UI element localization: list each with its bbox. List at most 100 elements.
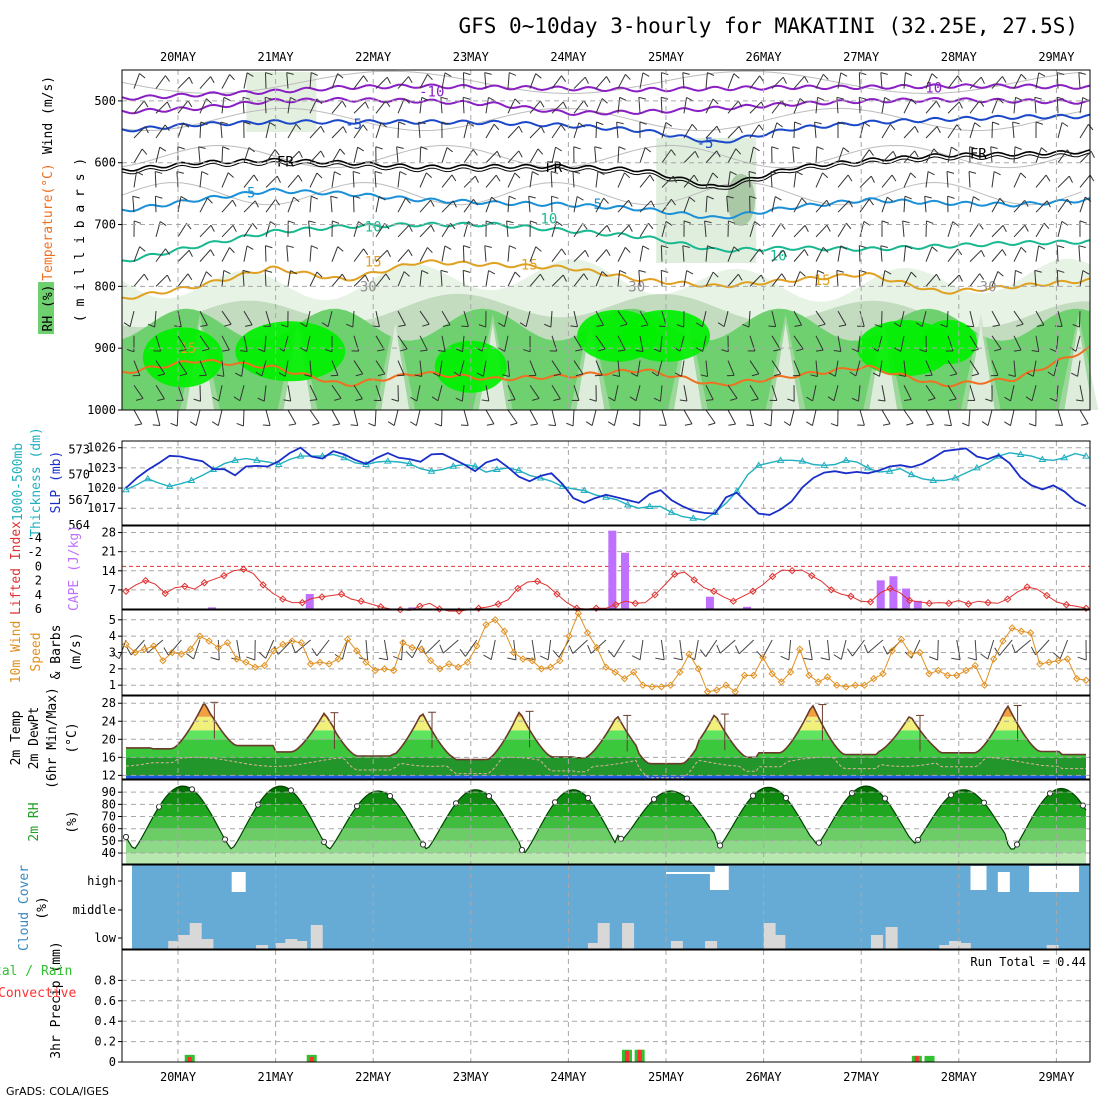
- wind-barb: [463, 122, 469, 139]
- cape-axis-label: CAPE (J/kg): [67, 525, 82, 611]
- wind-barb-flag: [342, 126, 347, 134]
- wind-barb-flag: [514, 172, 521, 179]
- surface-wind-barb-flag: [631, 655, 641, 661]
- wind-barb-flag: [751, 373, 759, 377]
- wind-barb-flag: [1001, 249, 1007, 256]
- wind-barb: [639, 223, 649, 238]
- wind-barb-flag: [629, 396, 637, 402]
- wind-barb-flag: [815, 349, 824, 352]
- wind-barb-flag: [463, 72, 471, 76]
- wind-barb-flag: [653, 397, 661, 402]
- wind-barb: [177, 122, 184, 139]
- wind-barb: [811, 409, 817, 426]
- wind-speed-marker: [833, 681, 841, 689]
- wind-barb-flag: [472, 149, 478, 156]
- wind-barb-flag: [726, 195, 734, 199]
- wind-barb: [287, 409, 297, 425]
- wind-barb: [507, 196, 510, 213]
- wind-barb: [397, 171, 401, 188]
- wind-barb-flag: [940, 323, 948, 328]
- wind-barb-flag: [1057, 72, 1065, 76]
- rh-marker: [485, 793, 493, 800]
- wind-barb: [462, 245, 465, 262]
- wind-barb-flag: [308, 220, 316, 224]
- wind-barb-flag: [1035, 121, 1044, 125]
- wind-barb: [1035, 335, 1040, 352]
- isotherm-label: 15: [179, 341, 196, 357]
- surface-wind-barb-flag: [459, 648, 466, 657]
- wind-barb-flag: [193, 398, 201, 402]
- wind-barb: [550, 171, 553, 188]
- wind-barb: [485, 123, 495, 139]
- wind-barb: [858, 72, 861, 89]
- wind-barb: [243, 223, 254, 238]
- wind-barb: [903, 360, 907, 377]
- wind-barb-flag: [1088, 124, 1094, 131]
- wind-barb-flag: [612, 374, 620, 377]
- surface-wind-barb: [987, 639, 995, 660]
- wind-speed-marker: [676, 668, 684, 676]
- wind-barb: [702, 335, 707, 352]
- cape-bar: [902, 588, 911, 609]
- wind-barb-flag: [910, 172, 917, 179]
- wind-barb: [462, 270, 465, 287]
- wind-barb: [133, 100, 145, 114]
- wind-barb: [419, 335, 428, 351]
- wind-barb-flag: [437, 350, 446, 353]
- rh-marker: [287, 787, 295, 794]
- wind-speed-marker: [980, 681, 989, 689]
- wind-barb-flag: [624, 172, 631, 179]
- wind10-axis-label: 10m Wind: [9, 621, 24, 684]
- wind-barb-flag: [408, 249, 413, 257]
- wind-barb: [815, 224, 828, 238]
- wind-barb: [793, 76, 805, 89]
- cape-bar: [621, 552, 630, 609]
- wind-barb: [969, 100, 981, 114]
- wind-barb-flag: [706, 195, 714, 200]
- wind-speed-marker: [491, 616, 499, 624]
- wind-barb: [1078, 72, 1081, 89]
- wind-barb: [154, 171, 157, 188]
- wind-barb: [573, 100, 585, 114]
- wind-barb: [309, 172, 318, 188]
- wind-barb: [837, 245, 842, 262]
- wind-barb-flag: [134, 423, 142, 426]
- rh-marker: [1079, 802, 1087, 809]
- wind-barb: [221, 97, 225, 114]
- surface-wind-barb: [840, 639, 847, 660]
- rh-tick-label: 70: [102, 810, 116, 824]
- wind-speed-marker: [122, 640, 130, 649]
- wind-barb-flag: [143, 273, 149, 281]
- wind-barb-flag: [851, 348, 859, 353]
- wind-barb: [132, 196, 135, 213]
- wind-barb: [1079, 270, 1084, 287]
- wind-barb-flag: [1046, 200, 1051, 208]
- wind-barb-flag: [884, 270, 892, 275]
- wind-barb-flag: [518, 150, 523, 158]
- wind-barb: [727, 148, 737, 163]
- wind-barb-flag: [877, 399, 886, 402]
- wind-barb-flag: [422, 323, 430, 327]
- wind-barb: [793, 197, 803, 213]
- precip-tick-label: 0.4: [94, 1014, 116, 1028]
- wind-barb: [485, 196, 492, 213]
- wind-barb: [595, 225, 608, 238]
- wind-barb: [726, 196, 729, 213]
- wind-speed-marker: [316, 658, 324, 667]
- wind-barb-flag: [847, 174, 853, 182]
- wind-barb-flag: [189, 421, 197, 426]
- wind-barb: [617, 97, 621, 114]
- wind-barb-flag: [898, 374, 906, 377]
- wind-barb: [771, 196, 776, 213]
- wind-barb: [595, 76, 607, 89]
- wind-barb: [419, 247, 428, 262]
- wind-barb: [661, 149, 672, 164]
- thickness-marker: [1060, 453, 1069, 461]
- thickness-marker: [187, 476, 196, 483]
- wind-barb-flag: [944, 424, 952, 427]
- wind-barb-flag: [999, 197, 1006, 204]
- wind-barb: [397, 76, 409, 89]
- wind-barb-flag: [836, 269, 844, 273]
- wind-barb: [287, 197, 295, 213]
- wind-barb-flag: [179, 349, 187, 352]
